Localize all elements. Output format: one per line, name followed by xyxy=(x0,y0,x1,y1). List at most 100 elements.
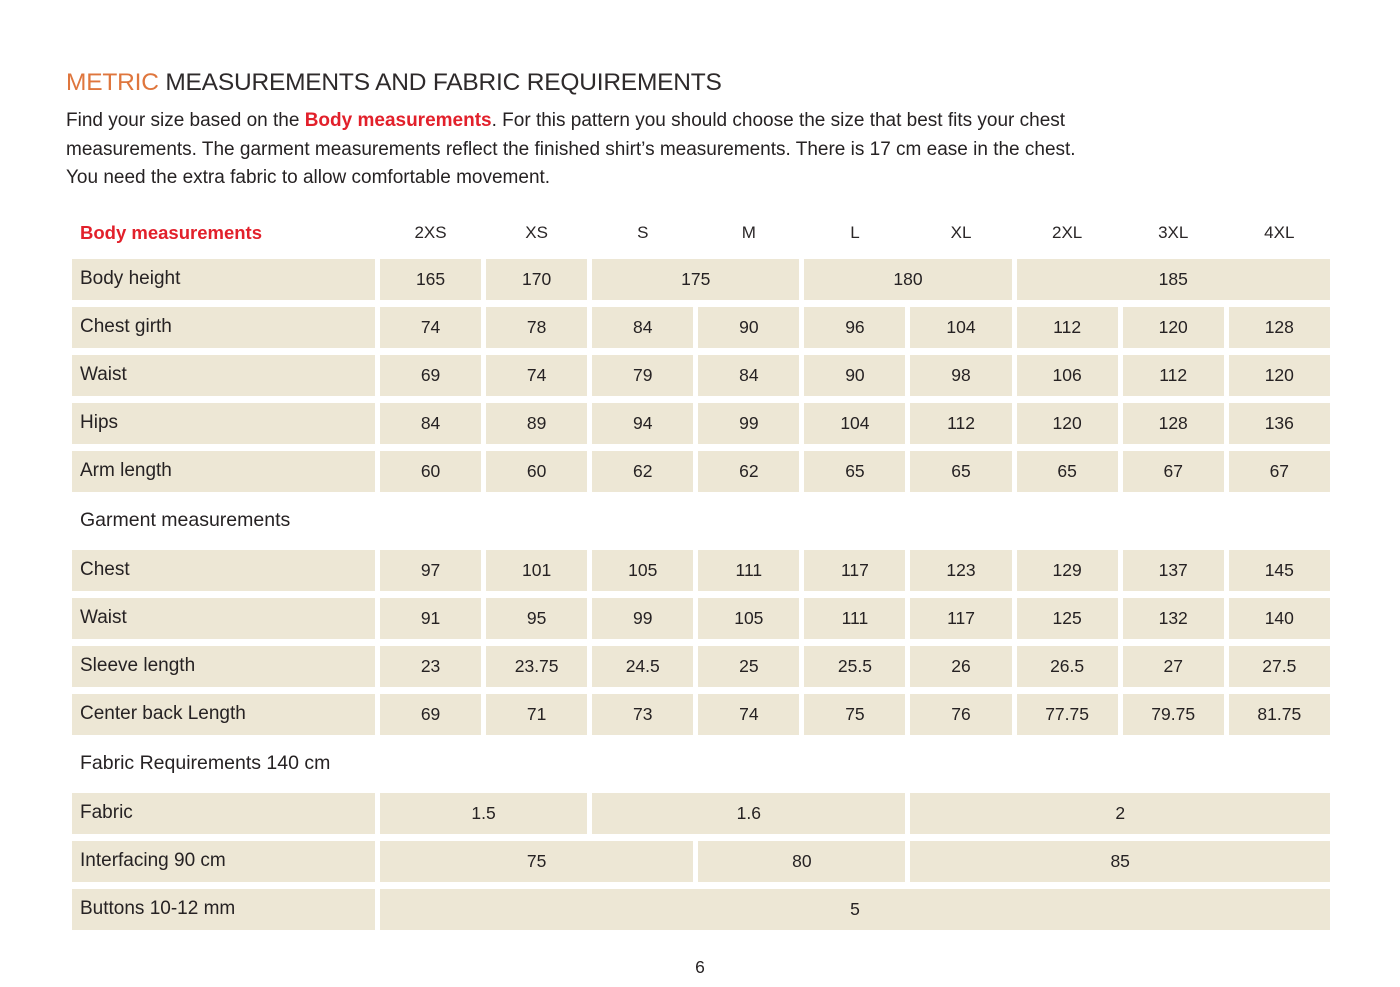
table-cell: 145 xyxy=(1228,549,1330,591)
table-cell: 1.6 xyxy=(592,792,906,834)
table-cell: 120 xyxy=(1228,354,1330,396)
table-cell: 80 xyxy=(698,840,906,882)
table-cell: 74 xyxy=(698,693,800,735)
table-cell: 165 xyxy=(380,258,482,300)
table-row-hips: Hips 84 89 94 99 104 112 120 128 136 xyxy=(72,402,1330,444)
table-cell: 74 xyxy=(486,354,588,396)
intro-paragraph: Find your size based on the Body measure… xyxy=(66,107,1334,193)
table-cell: 2 xyxy=(910,792,1330,834)
table-cell: 112 xyxy=(1122,354,1224,396)
table-cell: 185 xyxy=(1016,258,1330,300)
table-cell: 180 xyxy=(804,258,1012,300)
page-title: METRIC MEASUREMENTS AND FABRIC REQUIREME… xyxy=(66,68,1334,98)
table-row-chest-garment: Chest 97 101 105 111 117 123 129 137 145 xyxy=(72,549,1330,591)
row-label: Fabric xyxy=(72,792,375,834)
table-cell: 99 xyxy=(592,597,694,639)
table-cell: 74 xyxy=(380,306,482,348)
table-cell: 120 xyxy=(1122,306,1224,348)
table-cell: 94 xyxy=(592,402,694,444)
table-row-sleeve-length: Sleeve length 23 23.75 24.5 25 25.5 26 2… xyxy=(72,645,1330,687)
table-cell: 62 xyxy=(698,450,800,492)
row-label: Hips xyxy=(72,402,375,444)
measurements-table: Body measurements 2XS XS S M L XL 2XL 3X… xyxy=(72,217,1330,930)
table-cell: 65 xyxy=(1016,450,1118,492)
column-header-m: M xyxy=(741,222,756,242)
table-cell: 101 xyxy=(486,549,588,591)
table-cell: 112 xyxy=(910,402,1012,444)
table-cell: 137 xyxy=(1122,549,1224,591)
table-row-arm-length: Arm length 60 60 62 62 65 65 65 67 67 xyxy=(72,450,1330,492)
section-header-garment-measurements: Garment measurements xyxy=(80,509,291,531)
table-cell: 128 xyxy=(1228,306,1330,348)
table-cell: 76 xyxy=(910,693,1012,735)
row-label: Buttons 10-12 mm xyxy=(72,888,375,930)
row-label: Arm length xyxy=(72,450,375,492)
table-cell: 104 xyxy=(910,306,1012,348)
column-header-4xl: 4XL xyxy=(1264,222,1295,242)
table-cell: 123 xyxy=(910,549,1012,591)
table-cell: 90 xyxy=(804,354,906,396)
table-cell: 60 xyxy=(380,450,482,492)
table-cell: 71 xyxy=(486,693,588,735)
table-header-row: Body measurements 2XS XS S M L XL 2XL 3X… xyxy=(72,217,1330,249)
table-cell: 132 xyxy=(1122,597,1224,639)
table-cell: 67 xyxy=(1228,450,1330,492)
table-cell: 25.5 xyxy=(804,645,906,687)
table-cell: 105 xyxy=(592,549,694,591)
table-cell: 75 xyxy=(804,693,906,735)
table-cell: 136 xyxy=(1228,402,1330,444)
column-header-3xl: 3XL xyxy=(1158,222,1189,242)
column-header-l: L xyxy=(850,222,860,242)
table-cell: 60 xyxy=(486,450,588,492)
table-cell: 79.75 xyxy=(1122,693,1224,735)
table-cell: 117 xyxy=(804,549,906,591)
table-cell: 85 xyxy=(910,840,1330,882)
row-label: Chest xyxy=(72,549,375,591)
page-number: 6 xyxy=(695,957,705,977)
table-cell: 84 xyxy=(698,354,800,396)
body-measurements-header: Body measurements xyxy=(80,221,262,243)
table-cell: 97 xyxy=(380,549,482,591)
column-header-xs: XS xyxy=(525,222,548,242)
table-cell: 65 xyxy=(910,450,1012,492)
table-cell: 99 xyxy=(698,402,800,444)
table-cell: 26.5 xyxy=(1016,645,1118,687)
row-label: Center back Length xyxy=(72,693,375,735)
table-row-buttons: Buttons 10-12 mm 5 xyxy=(72,888,1330,930)
table-row-waist-garment: Waist 91 95 99 105 111 117 125 132 140 xyxy=(72,597,1330,639)
table-cell: 120 xyxy=(1016,402,1118,444)
table-cell: 175 xyxy=(592,258,800,300)
table-cell: 89 xyxy=(486,402,588,444)
intro-text: Find your size based on the xyxy=(66,110,305,131)
table-cell: 25 xyxy=(698,645,800,687)
row-label: Sleeve length xyxy=(72,645,375,687)
intro-line-1: Find your size based on the Body measure… xyxy=(66,107,1334,136)
title-rest: MEASUREMENTS AND FABRIC REQUIREMENTS xyxy=(158,69,722,96)
table-cell: 67 xyxy=(1122,450,1224,492)
table-cell: 105 xyxy=(698,597,800,639)
row-label: Chest girth xyxy=(72,306,375,348)
table-cell: 79 xyxy=(592,354,694,396)
table-cell: 69 xyxy=(380,354,482,396)
table-cell: 73 xyxy=(592,693,694,735)
title-highlight: METRIC xyxy=(66,69,159,96)
column-header-s: S xyxy=(637,222,649,242)
table-cell: 69 xyxy=(380,693,482,735)
table-cell: 91 xyxy=(380,597,482,639)
table-cell: 78 xyxy=(486,306,588,348)
intro-line-2: measurements. The garment measurements r… xyxy=(66,138,1076,160)
table-cell: 23.75 xyxy=(486,645,588,687)
row-label: Interfacing 90 cm xyxy=(72,840,375,882)
table-cell: 81.75 xyxy=(1228,693,1330,735)
table-cell: 26 xyxy=(910,645,1012,687)
table-row-waist-body: Waist 69 74 79 84 90 98 106 112 120 xyxy=(72,354,1330,396)
row-label: Waist xyxy=(72,597,375,639)
table-row-center-back-length: Center back Length 69 71 73 74 75 76 77.… xyxy=(72,693,1330,735)
table-cell: 112 xyxy=(1016,306,1118,348)
table-cell: 111 xyxy=(698,549,800,591)
table-cell: 65 xyxy=(804,450,906,492)
table-cell: 111 xyxy=(804,597,906,639)
table-cell: 27 xyxy=(1122,645,1224,687)
table-cell: 98 xyxy=(910,354,1012,396)
